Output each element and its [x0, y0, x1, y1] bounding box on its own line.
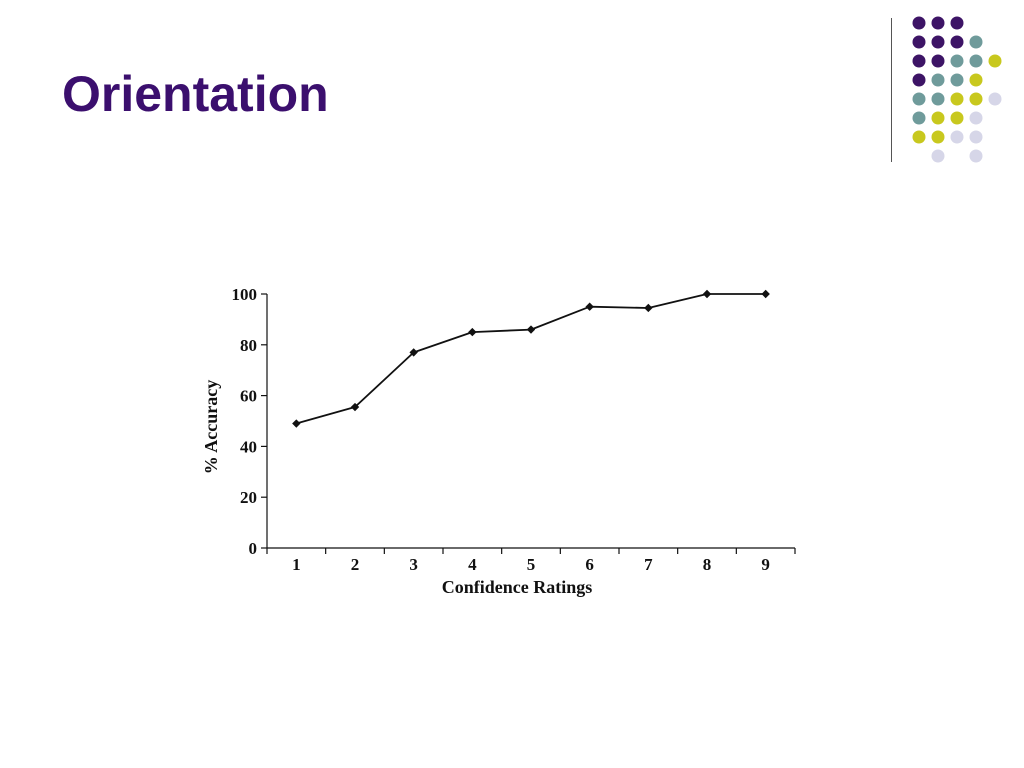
decorative-dot: [969, 73, 983, 87]
decorative-dot: [988, 92, 1002, 106]
y-tick-label: 100: [232, 285, 258, 304]
decorative-dot: [969, 130, 983, 144]
x-tick-label: 6: [585, 555, 594, 574]
data-point-marker: [409, 348, 418, 357]
y-tick-label: 60: [240, 387, 257, 406]
decorative-dot: [950, 16, 964, 30]
decorative-dot: [931, 149, 945, 163]
data-point-marker: [292, 419, 301, 428]
x-tick-label: 2: [351, 555, 360, 574]
decorative-dot: [969, 35, 983, 49]
slide-title: Orientation: [62, 66, 329, 122]
data-point-marker: [585, 302, 594, 311]
decorative-dot: [912, 92, 926, 106]
y-axis-label: % Accuracy: [201, 380, 221, 474]
data-point-marker: [702, 289, 712, 299]
x-tick-label: 8: [703, 555, 712, 574]
series-line: [296, 293, 766, 425]
decorative-dot: [912, 111, 926, 125]
decorative-dot: [931, 130, 945, 144]
decorative-dot: [969, 54, 983, 68]
decorative-dot: [969, 111, 983, 125]
accuracy-line-chart: 0 20 40 60 80 100 1 2 3 4 5 6 7 8 9 Confidence Ratings%…: [195, 275, 815, 605]
data-point-marker: [644, 303, 653, 313]
data-point-marker: [761, 289, 770, 299]
decorative-dot: [950, 92, 964, 106]
title-divider: [891, 18, 892, 162]
decorative-dot: [931, 111, 945, 125]
decorative-dot: [912, 16, 926, 30]
y-tick-label: 20: [240, 488, 257, 507]
y-tick-label: 80: [240, 336, 257, 355]
x-tick-label: 5: [527, 555, 536, 574]
decorative-dot: [969, 149, 983, 163]
decorative-dot: [931, 16, 945, 30]
decorative-dot: [950, 35, 964, 49]
decorative-dot: [912, 54, 926, 68]
y-tick-label: 0: [249, 539, 258, 558]
y-tick-label: 40: [240, 437, 257, 456]
decorative-dot: [931, 92, 945, 106]
data-point-marker: [526, 325, 536, 334]
x-tick-label: 4: [468, 555, 477, 574]
decorative-dot: [931, 73, 945, 87]
decorative-dot: [950, 111, 964, 125]
decorative-dot: [969, 92, 983, 106]
data-point-marker: [468, 327, 477, 337]
decorative-dot: [950, 54, 964, 68]
x-axis-label: Confidence Ratings: [442, 577, 593, 597]
x-tick-label: 3: [409, 555, 418, 574]
decorative-dot: [931, 35, 945, 49]
x-tick-label: 7: [644, 555, 653, 574]
x-tick-label: 1: [292, 555, 301, 574]
x-tick-label: 9: [761, 555, 770, 574]
decorative-dot: [950, 130, 964, 144]
decorative-dot: [988, 54, 1002, 68]
decorative-dot: [912, 73, 926, 87]
decorative-dot: [950, 73, 964, 87]
decorative-dot: [931, 54, 945, 68]
decorative-dot: [912, 35, 926, 49]
decorative-dot: [912, 130, 926, 144]
